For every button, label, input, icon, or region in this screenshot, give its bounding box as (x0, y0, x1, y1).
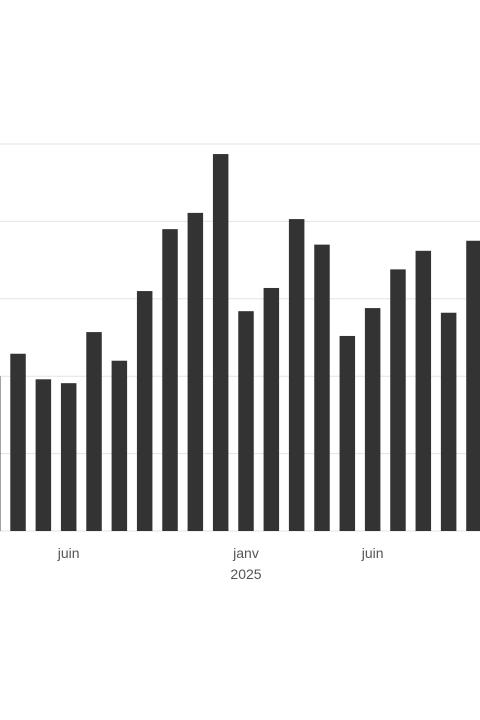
bar (415, 250, 432, 531)
bar (10, 353, 26, 531)
bar (364, 308, 381, 531)
x-tick-label: juin (361, 545, 384, 561)
bar (263, 287, 280, 531)
bar (440, 312, 457, 531)
bar (111, 360, 128, 531)
bar (86, 332, 102, 531)
bar (238, 311, 254, 531)
x-tick-label: juin (57, 545, 80, 561)
bar (136, 291, 153, 531)
bar (390, 269, 406, 531)
bar (212, 154, 229, 531)
bar (466, 240, 480, 531)
x-tick-label: janv 2025 (230, 545, 262, 582)
bar (288, 219, 305, 531)
bar (339, 335, 356, 531)
bar (187, 212, 204, 532)
bar (60, 383, 77, 531)
bar (314, 244, 330, 531)
bar (162, 229, 178, 531)
bar (35, 379, 52, 531)
